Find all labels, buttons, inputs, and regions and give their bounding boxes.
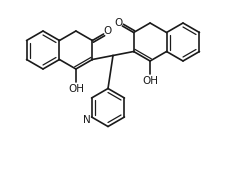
- Text: N: N: [82, 115, 90, 125]
- Text: OH: OH: [68, 84, 84, 94]
- Text: O: O: [103, 27, 112, 36]
- Text: O: O: [113, 19, 122, 28]
- Text: OH: OH: [141, 76, 157, 86]
